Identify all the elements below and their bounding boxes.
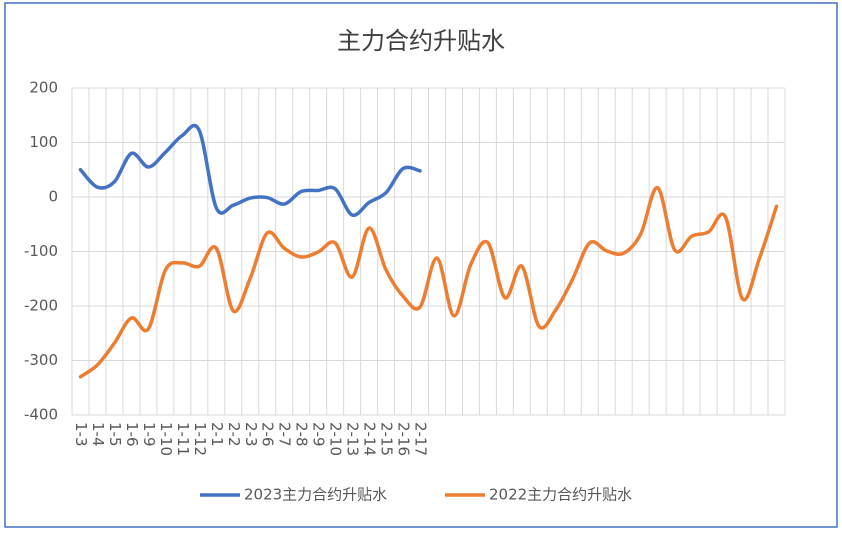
x-tick-label: 1-9 bbox=[140, 422, 158, 447]
chart-border bbox=[4, 2, 838, 528]
x-tick-label: 1-6 bbox=[123, 422, 141, 447]
y-tick-label: -100 bbox=[24, 242, 58, 260]
x-tick-label: 1-5 bbox=[106, 422, 124, 447]
x-tick-label: 1-11 bbox=[174, 422, 192, 456]
y-tick-label: 0 bbox=[48, 188, 58, 206]
y-tick-label: -300 bbox=[24, 351, 58, 369]
x-tick-label: 2-2 bbox=[225, 422, 243, 447]
x-tick-label: 2-8 bbox=[293, 422, 311, 447]
legend-label: 2023主力合约升贴水 bbox=[244, 486, 387, 504]
x-tick-label: 2-10 bbox=[327, 422, 345, 456]
x-tick-label: 2-17 bbox=[412, 422, 430, 456]
y-tick-label: 200 bbox=[29, 79, 58, 97]
x-tick-label: 2-13 bbox=[344, 422, 362, 456]
x-tick-label: 1-4 bbox=[89, 422, 107, 447]
x-tick-label: 1-12 bbox=[191, 422, 209, 456]
x-tick-label: 2-16 bbox=[395, 422, 413, 456]
y-tick-label: -400 bbox=[24, 406, 58, 424]
x-tick-label: 1-10 bbox=[157, 422, 175, 456]
x-tick-label: 2-6 bbox=[259, 422, 277, 447]
legend-label: 2022主力合约升贴水 bbox=[489, 486, 632, 504]
x-tick-label: 2-1 bbox=[208, 422, 226, 447]
series-line bbox=[78, 123, 422, 217]
x-tick-label: 2-3 bbox=[242, 422, 260, 447]
chart-title: 主力合约升贴水 bbox=[337, 27, 505, 55]
series-line bbox=[78, 185, 779, 379]
y-tick-label: -200 bbox=[24, 297, 58, 315]
x-tick-label: 2-15 bbox=[378, 422, 396, 456]
x-tick-label: 2-7 bbox=[276, 422, 294, 447]
x-tick-label: 2-14 bbox=[361, 422, 379, 456]
y-tick-label: 100 bbox=[29, 133, 58, 151]
x-tick-label: 1-3 bbox=[72, 422, 90, 447]
x-tick-label: 2-9 bbox=[310, 422, 328, 447]
